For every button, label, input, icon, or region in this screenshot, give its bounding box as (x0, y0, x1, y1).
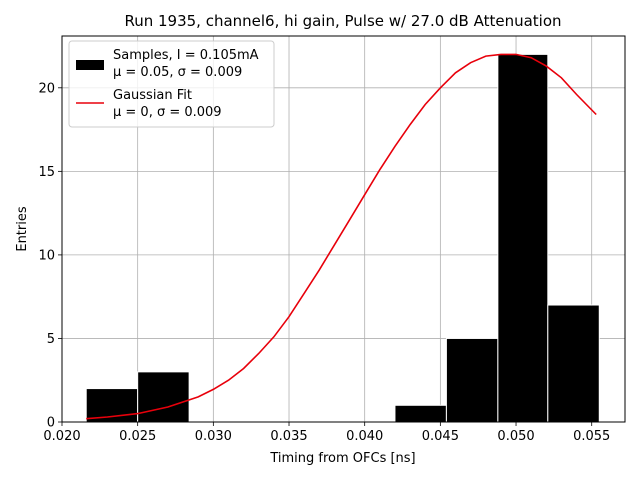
histogram-bar (137, 371, 190, 423)
y-axis-label: Entries (15, 206, 30, 252)
x-tick-label: 0.020 (43, 429, 80, 444)
histogram-bar (445, 337, 499, 423)
y-tick-label: 15 (38, 165, 55, 180)
legend-samples-stats: μ = 0.05, σ = 0.009 (113, 65, 242, 80)
x-tick-label: 0.025 (119, 429, 156, 444)
x-tick-label: 0.050 (497, 429, 534, 444)
plot-frame (61, 35, 626, 423)
y-tick-label: 0 (47, 416, 55, 431)
x-axis-label: Timing from OFCs [ns] (269, 451, 415, 466)
y-tick-label: 10 (38, 248, 55, 263)
legend: Samples, I = 0.105mA μ = 0.05, σ = 0.009… (68, 40, 275, 128)
y-tick-label: 20 (38, 81, 55, 96)
y-axis-ticks: 0 5 10 15 20 (38, 81, 62, 431)
legend-samples-label: Samples, I = 0.105mA (113, 48, 259, 63)
x-tick-label: 0.045 (422, 429, 459, 444)
gaussian-fit-line (86, 53, 597, 420)
histogram-bar (497, 53, 549, 423)
gaussian-fit (86, 53, 597, 420)
x-tick-label: 0.035 (270, 429, 307, 444)
histogram-bar (547, 304, 600, 423)
x-axis-ticks: 0.020 0.025 0.030 0.035 0.040 0.045 0.050 0.055 (43, 422, 610, 444)
x-tick-label: 0.040 (346, 429, 383, 444)
legend-fit-stats: μ = 0, σ = 0.009 (113, 105, 222, 120)
histogram-bar (394, 404, 447, 423)
legend-samples-swatch (76, 60, 104, 70)
chart-title: Run 1935, channel6, hi gain, Pulse w/ 27… (124, 12, 561, 30)
x-tick-label: 0.030 (195, 429, 232, 444)
histogram-bars (85, 53, 600, 423)
legend-box (68, 40, 275, 128)
x-tick-label: 0.055 (573, 429, 610, 444)
y-tick-label: 5 (47, 332, 55, 347)
legend-fit-label: Gaussian Fit (113, 88, 192, 103)
